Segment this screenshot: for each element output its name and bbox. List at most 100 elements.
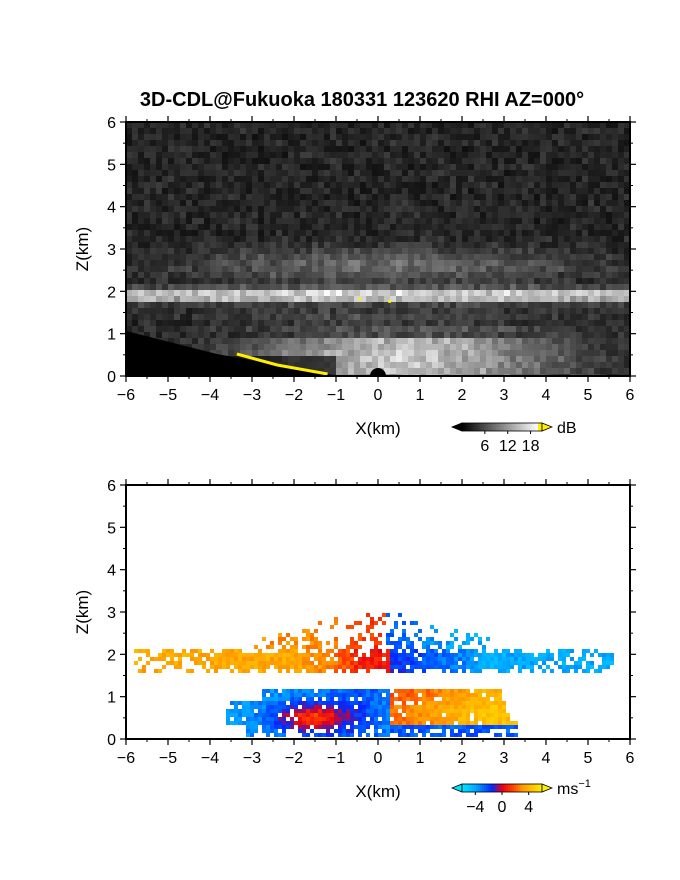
backscatter-cell	[144, 158, 150, 164]
velocity-cell	[346, 697, 350, 701]
velocity-cell	[282, 645, 286, 649]
backscatter-cell	[588, 356, 594, 362]
backscatter-cell	[282, 350, 288, 356]
backscatter-cell	[498, 230, 504, 236]
backscatter-cell	[534, 212, 540, 218]
backscatter-cell	[222, 218, 228, 224]
backscatter-cell	[396, 134, 402, 140]
velocity-cell	[458, 645, 462, 649]
velocity-cell	[406, 709, 410, 713]
backscatter-cell	[426, 278, 432, 284]
backscatter-cell	[402, 266, 408, 272]
backscatter-cell	[528, 128, 534, 134]
backscatter-cell	[402, 212, 408, 218]
velocity-cell	[466, 721, 470, 725]
velocity-cell	[498, 705, 502, 709]
velocity-cell	[338, 705, 342, 709]
backscatter-cell	[138, 176, 144, 182]
velocity-cell	[242, 721, 246, 725]
velocity-cell	[310, 713, 314, 717]
velocity-cell	[430, 665, 434, 669]
backscatter-cell	[546, 248, 552, 254]
velocity-cell	[294, 705, 298, 709]
velocity-cell	[202, 653, 206, 657]
backscatter-cell	[366, 200, 372, 206]
backscatter-cell	[294, 320, 300, 326]
velocity-cell	[274, 713, 278, 717]
velocity-cell	[562, 669, 566, 673]
backscatter-cell	[540, 344, 546, 350]
velocity-cell	[386, 653, 390, 657]
backscatter-cell	[366, 248, 372, 254]
velocity-cell	[334, 645, 338, 649]
backscatter-cell	[522, 260, 528, 266]
velocity-cell	[290, 693, 294, 697]
backscatter-cell	[540, 140, 546, 146]
backscatter-cell	[600, 122, 606, 128]
backscatter-cell	[318, 158, 324, 164]
backscatter-cell	[348, 260, 354, 266]
backscatter-cell	[612, 158, 618, 164]
backscatter-cell	[540, 128, 546, 134]
backscatter-cell	[336, 164, 342, 170]
backscatter-cell	[594, 278, 600, 284]
backscatter-cell	[150, 170, 156, 176]
backscatter-cell	[540, 176, 546, 182]
backscatter-cell	[126, 176, 132, 182]
backscatter-cell	[378, 266, 384, 272]
backscatter-cell	[612, 230, 618, 236]
backscatter-cell	[390, 200, 396, 206]
backscatter-cell	[570, 266, 576, 272]
velocity-cell	[418, 665, 422, 669]
backscatter-cell	[282, 356, 288, 362]
backscatter-cell	[600, 314, 606, 320]
backscatter-cell	[246, 254, 252, 260]
backscatter-cell	[378, 320, 384, 326]
backscatter-cell	[444, 212, 450, 218]
backscatter-cell	[240, 350, 246, 356]
backscatter-cell	[360, 296, 366, 302]
backscatter-cell	[522, 338, 528, 344]
backscatter-cell	[252, 134, 258, 140]
backscatter-cell	[372, 296, 378, 302]
backscatter-cell	[450, 146, 456, 152]
backscatter-cell	[606, 128, 612, 134]
backscatter-cell	[480, 152, 486, 158]
velocity-cell	[378, 721, 382, 725]
backscatter-cell	[384, 296, 390, 302]
backscatter-cell	[510, 260, 516, 266]
backscatter-cell	[282, 128, 288, 134]
backscatter-cell	[564, 224, 570, 230]
velocity-cell	[382, 661, 386, 665]
backscatter-cell	[252, 272, 258, 278]
backscatter-cell	[456, 140, 462, 146]
backscatter-cell	[300, 356, 306, 362]
velocity-cell	[442, 689, 446, 693]
backscatter-cell	[180, 296, 186, 302]
velocity-cell	[246, 701, 250, 705]
velocity-cell	[386, 713, 390, 717]
backscatter-cell	[522, 314, 528, 320]
velocity-cell	[402, 693, 406, 697]
backscatter-cell	[132, 296, 138, 302]
velocity-cell	[562, 657, 566, 661]
backscatter-cell	[276, 134, 282, 140]
backscatter-cell	[540, 254, 546, 260]
backscatter-cell	[300, 140, 306, 146]
backscatter-cell	[576, 140, 582, 146]
velocity-cell	[194, 657, 198, 661]
backscatter-cell	[600, 140, 606, 146]
backscatter-cell	[438, 314, 444, 320]
backscatter-cell	[498, 356, 504, 362]
backscatter-cell	[258, 338, 264, 344]
backscatter-cell	[138, 200, 144, 206]
backscatter-cell	[540, 320, 546, 326]
velocity-cell	[254, 717, 258, 721]
velocity-cell	[266, 645, 270, 649]
backscatter-cell	[450, 296, 456, 302]
backscatter-cell	[216, 320, 222, 326]
backscatter-cell	[474, 236, 480, 242]
velocity-cell	[286, 649, 290, 653]
backscatter-cell	[516, 344, 522, 350]
backscatter-cell	[126, 326, 132, 332]
